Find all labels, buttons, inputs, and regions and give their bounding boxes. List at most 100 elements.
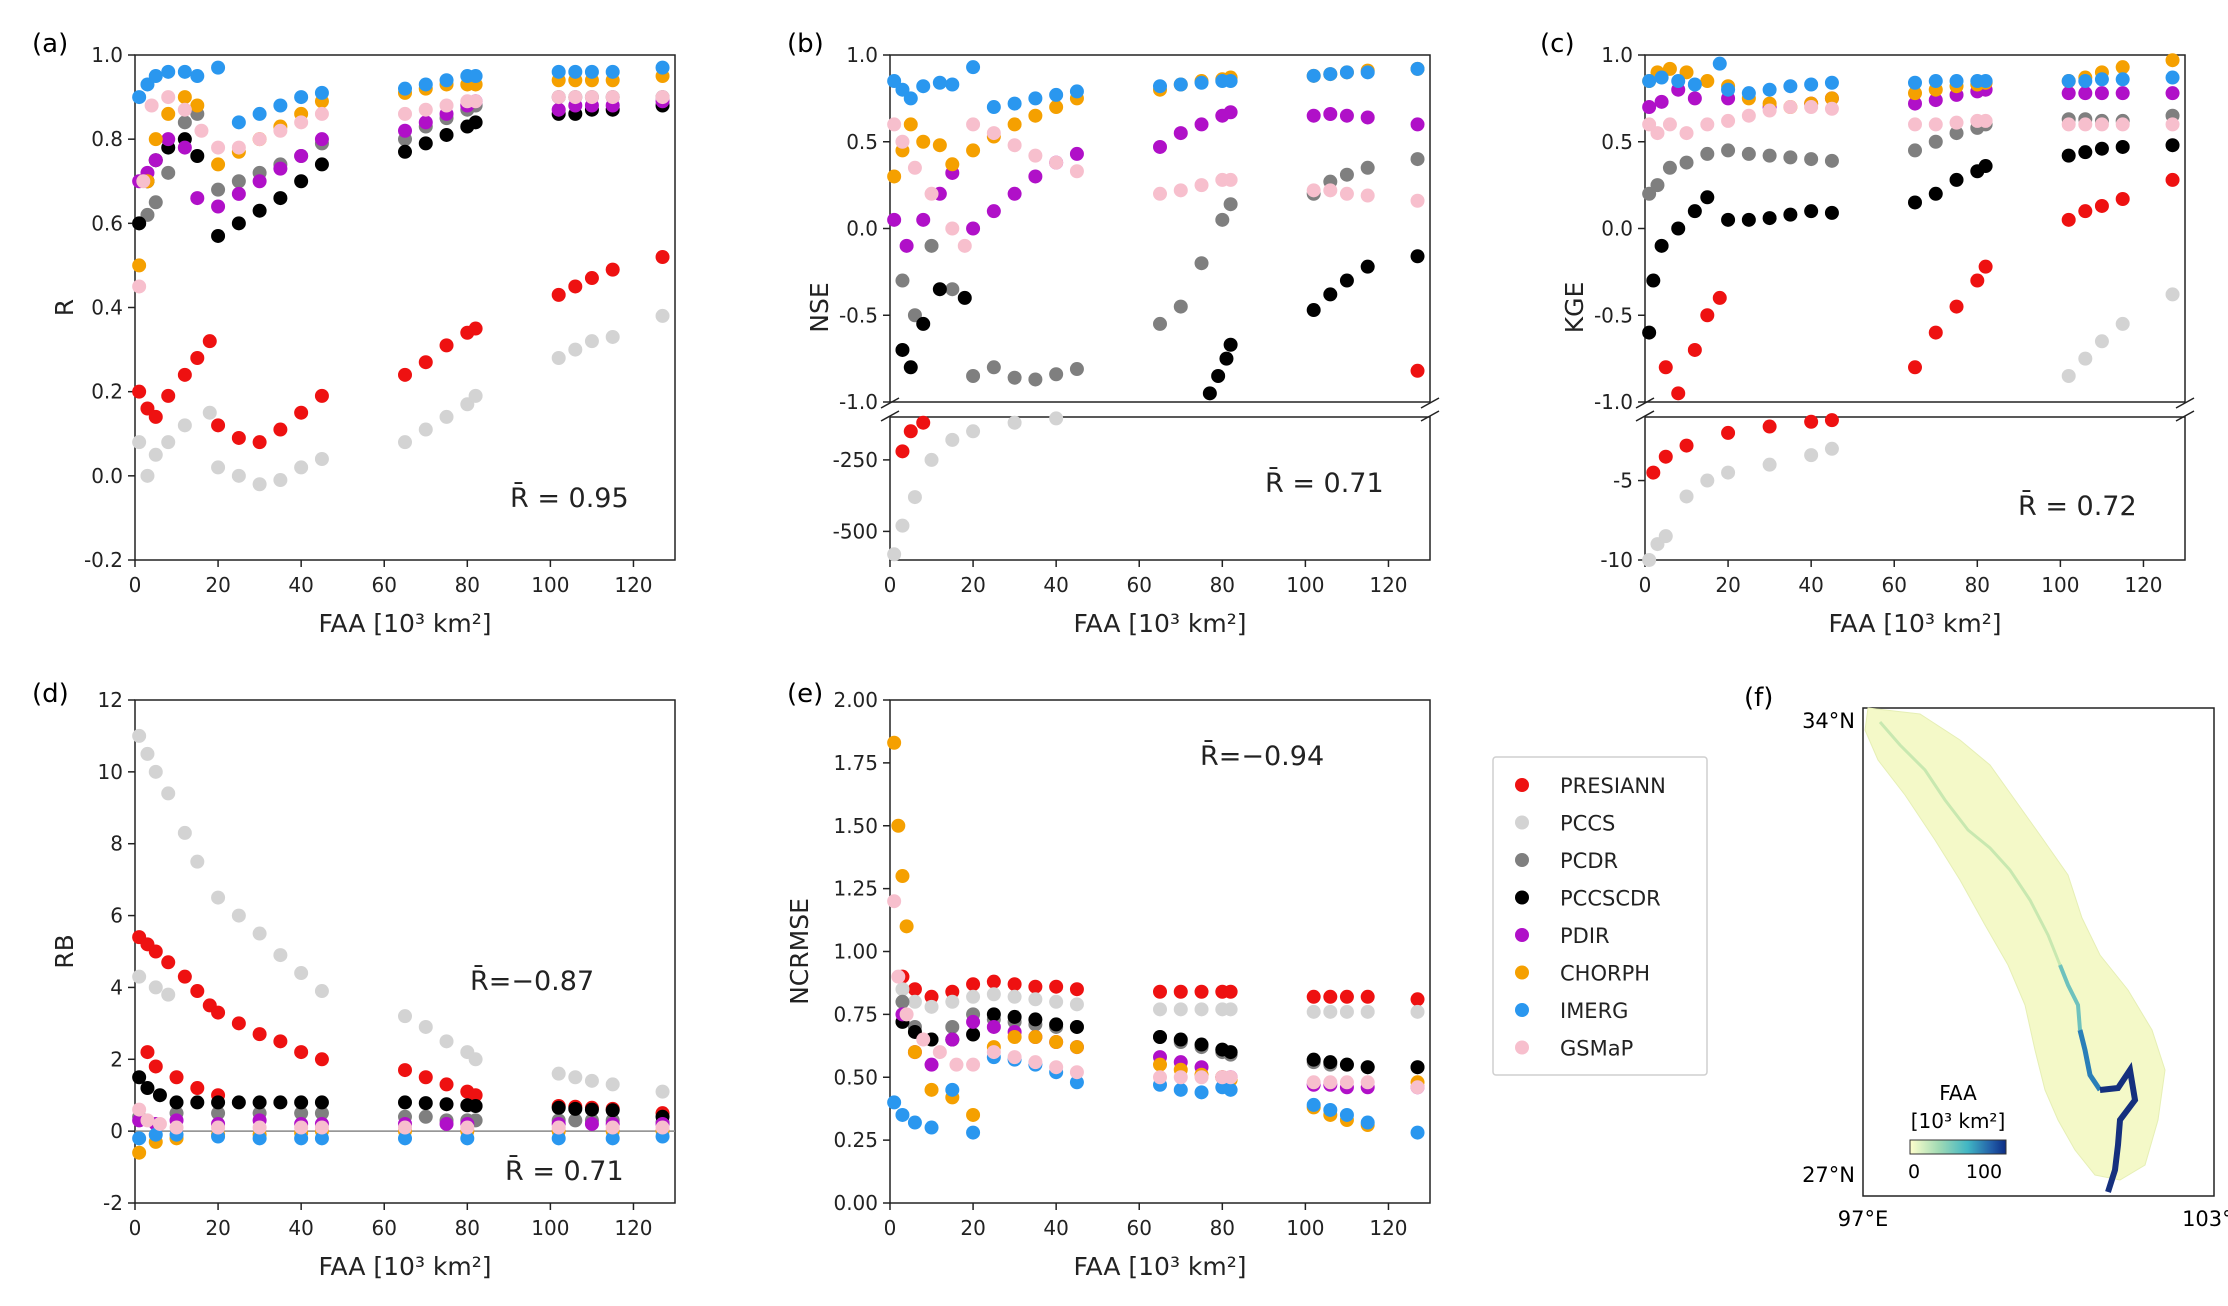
data-point [1007, 370, 1022, 385]
data-point [148, 1127, 163, 1142]
data-point [1219, 351, 1234, 366]
data-point [1671, 74, 1686, 89]
data-point [294, 460, 309, 475]
data-point [2078, 74, 2093, 89]
data-point [1007, 96, 1022, 111]
data-point [895, 518, 910, 533]
data-point [252, 132, 267, 147]
data-point [252, 1027, 267, 1042]
y-tick-label: 8 [110, 832, 123, 856]
data-point [907, 160, 922, 175]
data-point [314, 984, 329, 999]
data-point [177, 367, 192, 382]
data-point [907, 490, 922, 505]
data-point [945, 984, 960, 999]
data-point [169, 1070, 184, 1085]
data-point [252, 477, 267, 492]
data-point [418, 355, 433, 370]
data-point [1908, 75, 1922, 90]
data-point [1007, 1050, 1022, 1065]
data-point [1153, 186, 1167, 201]
x-axis-label: FAA [10³ km²] [1828, 609, 2001, 638]
data-point [468, 388, 483, 403]
data-point [177, 90, 192, 105]
data-point [2094, 198, 2109, 213]
data-point [1049, 100, 1064, 115]
data-point [1928, 325, 1943, 340]
axis-break-mark [1635, 397, 1655, 409]
data-point [2061, 117, 2076, 132]
data-point [895, 994, 910, 1009]
data-point [177, 102, 192, 117]
data-point [1007, 117, 1022, 132]
y-tick-label: 1.50 [833, 814, 878, 838]
data-point [398, 106, 412, 121]
data-point [605, 262, 620, 277]
data-point [148, 409, 163, 424]
data-point [903, 91, 918, 106]
data-point [932, 138, 947, 153]
data-point [2115, 139, 2130, 154]
data-point [1028, 148, 1043, 163]
data-point [1741, 212, 1756, 227]
data-point [140, 1081, 155, 1096]
y-axis-label: NSE [805, 282, 834, 332]
data-point [2094, 117, 2109, 132]
data-point [148, 153, 163, 168]
data-point [551, 1120, 566, 1135]
data-point [1194, 984, 1209, 999]
y-tick-label: -0.2 [84, 548, 123, 572]
data-point [161, 435, 176, 450]
data-point [418, 115, 433, 130]
data-point [986, 204, 1001, 219]
legend: PRESIANN PCCS PCDR PCCSCDR PDIR CHORPH IMERG GS… [1492, 756, 1708, 1076]
data-point [294, 115, 309, 130]
x-tick-label: 40 [288, 573, 313, 597]
data-point [1908, 360, 1922, 375]
data-point [1949, 126, 1964, 141]
data-point [398, 81, 412, 96]
axis-break-mark [880, 397, 900, 409]
data-point [655, 1120, 670, 1135]
x-tick-label: 0 [129, 573, 142, 597]
data-point [605, 1120, 620, 1135]
data-point [1049, 979, 1064, 994]
data-point [584, 271, 599, 286]
data-point [314, 106, 329, 121]
series-pccs [2061, 287, 2180, 383]
data-point [551, 90, 566, 105]
series-pccs [132, 308, 670, 492]
series-presiann [1410, 363, 1425, 378]
data-point [1323, 1075, 1338, 1090]
data-point [211, 182, 226, 197]
data-point [132, 1070, 147, 1085]
data-point [132, 1131, 147, 1146]
data-point [1410, 249, 1425, 264]
legend-marker [1515, 965, 1529, 980]
data-point [1721, 425, 1736, 440]
y-tick-label: -1.0 [839, 390, 878, 414]
data-point [1824, 75, 1839, 90]
x-tick-label: 20 [960, 573, 985, 597]
data-point [605, 1077, 620, 1092]
data-point [568, 1113, 583, 1128]
data-point [899, 238, 914, 253]
y-tick-label: -500 [833, 519, 878, 543]
data-point [1360, 110, 1375, 125]
data-point [1721, 143, 1736, 158]
data-point [966, 117, 981, 132]
data-point [1804, 100, 1819, 115]
series-pdir [887, 105, 1425, 253]
y-tick-label: 1.25 [833, 877, 878, 901]
x-tick-label: 120 [1369, 1216, 1407, 1240]
data-point [1824, 413, 1839, 428]
data-point [398, 1095, 412, 1110]
series-imerg [132, 60, 670, 130]
data-point [1908, 195, 1922, 210]
x-tick-label: 100 [1286, 573, 1324, 597]
data-point [273, 1034, 288, 1049]
data-point [2115, 60, 2130, 75]
data-point [2094, 72, 2109, 87]
data-point [1306, 1052, 1321, 1067]
data-point [932, 282, 947, 297]
